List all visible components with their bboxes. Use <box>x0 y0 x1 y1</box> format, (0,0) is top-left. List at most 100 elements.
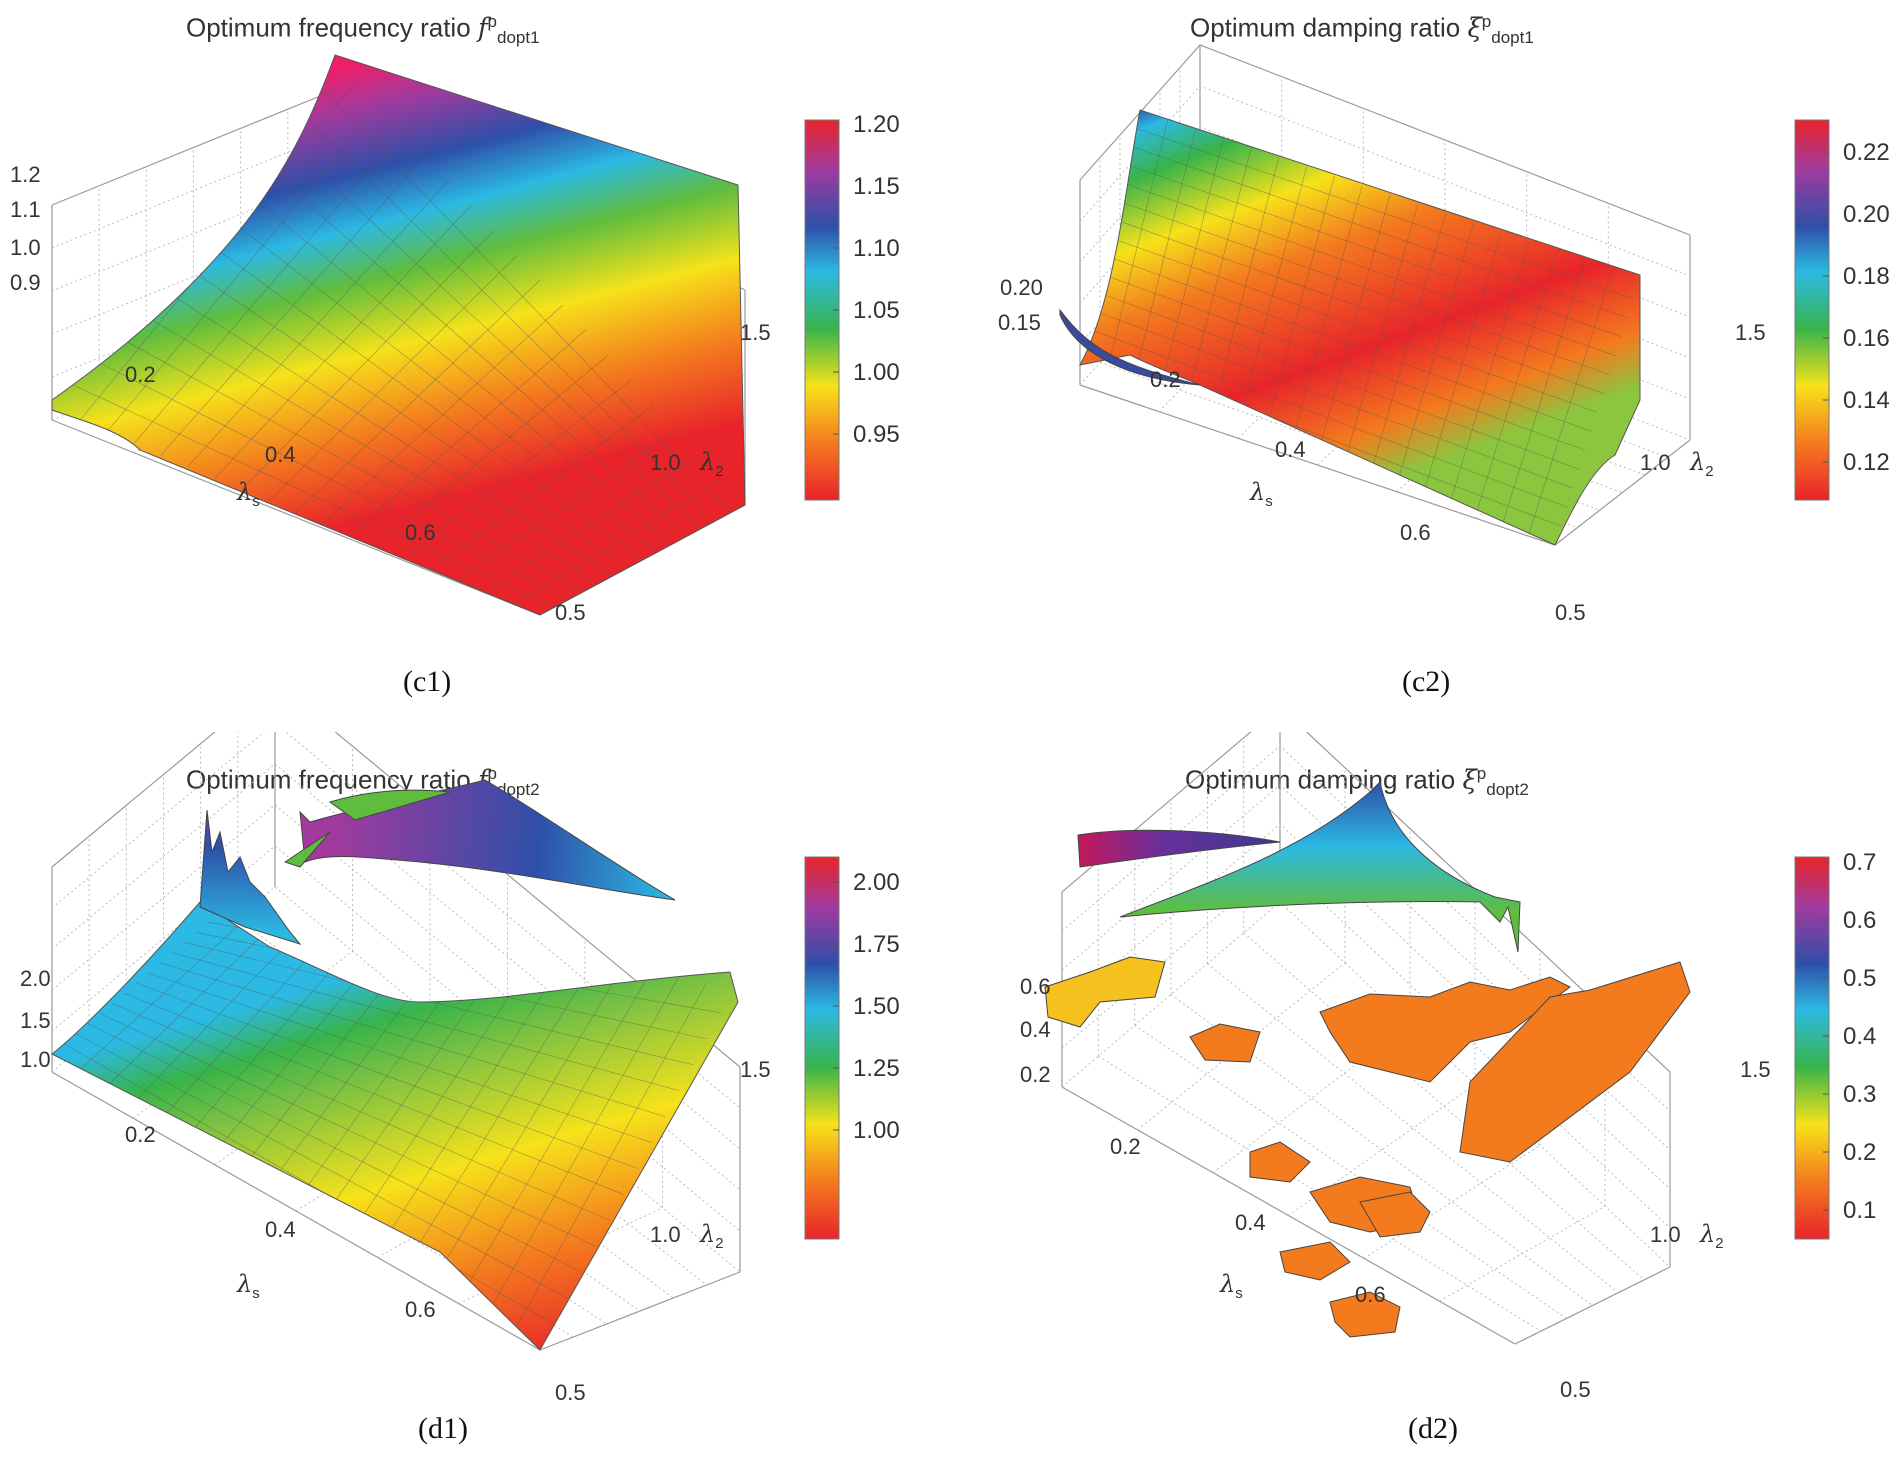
title-sub: dopt2 <box>1486 779 1529 799</box>
mesh-line <box>159 962 666 1117</box>
mesh-line <box>1109 237 1598 413</box>
xs-tick-label: 0.4 <box>265 1217 296 1242</box>
mesh-line <box>152 282 614 576</box>
mesh-line <box>171 952 680 1092</box>
mesh-line <box>1118 200 1610 375</box>
floor-grid-line <box>237 917 707 1286</box>
mesh-line <box>111 1003 610 1221</box>
l2-tick-label: 1.0 <box>1640 450 1671 475</box>
z-tick-label: 0.20 <box>1000 275 1043 300</box>
title-sup: p <box>1476 764 1487 783</box>
l2-tick-label: 0.5 <box>1555 600 1586 625</box>
wall-grid-line <box>51 732 741 1109</box>
l2-tick-label: 1.0 <box>650 450 681 475</box>
xs-axis-label: λs <box>1249 478 1273 510</box>
mesh-line <box>253 156 687 537</box>
mesh-line <box>135 982 638 1169</box>
plot-d2: 0.2 0.4 0.6 0.2 0.4 0.6 0.5 1.0 1.5 λs λ2 <box>1020 732 1771 1402</box>
mesh-line <box>183 942 694 1066</box>
mesh-line <box>314 80 731 514</box>
wall-grid-line <box>51 845 741 1232</box>
mesh-line <box>112 333 585 592</box>
l2-tick-label: 0.5 <box>555 600 586 625</box>
mesh-line <box>147 972 652 1143</box>
title-symbol: f <box>477 13 488 44</box>
surface-spike <box>199 809 302 945</box>
mesh-line <box>1135 127 1635 300</box>
panel-title: Optimum damping ratio ξpdopt1 <box>1190 12 1534 48</box>
z-tick-label: 1.5 <box>20 1008 51 1033</box>
title-symbol: ξ <box>1467 13 1482 44</box>
surface-face <box>51 901 739 1351</box>
mesh-line <box>1114 219 1604 394</box>
xs-tick-label: 0.2 <box>125 362 156 387</box>
mesh-line <box>99 1013 596 1247</box>
l2-axis-label: λ2 <box>699 1220 724 1252</box>
surface-mesh <box>63 915 722 1334</box>
xs-tick-label: 0.4 <box>265 442 296 467</box>
wall-grid-line <box>1061 784 1671 1151</box>
title-sup: p <box>1481 12 1492 31</box>
mesh-line <box>233 181 672 545</box>
wall-grid-line <box>51 763 741 1150</box>
mesh-line <box>1131 146 1628 319</box>
l2-tick-label: 1.5 <box>740 320 771 345</box>
caption: (c2) <box>1402 665 1451 698</box>
panel-title: Optimum damping ratio ξpdopt2 <box>1185 764 1529 800</box>
wall-grid-line <box>1079 85 1691 277</box>
surface-upper-green <box>283 789 451 868</box>
z-tick-label: 1.0 <box>10 235 41 260</box>
mesh-line <box>274 130 702 529</box>
panel-title: Optimum frequency ratio fpdopt1 <box>186 12 540 48</box>
l2-tick-label: 1.0 <box>650 1222 681 1247</box>
title-symbol: ξ <box>1462 765 1477 796</box>
mesh-line <box>132 308 599 584</box>
mesh-line <box>1092 310 1574 489</box>
surface-patches <box>1044 956 1691 1338</box>
panel-d1: Optimum frequency ratio fpdopt2 <box>0 732 950 1464</box>
box-top-edge <box>51 732 741 1068</box>
title-text: Optimum frequency ratio <box>186 12 471 43</box>
xs-tick-label: 0.2 <box>1150 367 1181 392</box>
title-text: Optimum damping ratio <box>1185 764 1456 795</box>
mesh-line <box>213 206 658 553</box>
xs-tick-label: 0.6 <box>1355 1282 1386 1307</box>
z-tick-label: 0.2 <box>1020 1062 1051 1087</box>
wall-grid-line <box>1061 823 1671 1190</box>
z-tick-label: 0.15 <box>998 310 1041 335</box>
title-text: Optimum frequency ratio <box>186 764 471 795</box>
xs-tick-label: 0.4 <box>1275 437 1306 462</box>
l2-axis-label: λ2 <box>1689 448 1714 480</box>
xs-axis-label: λs <box>1219 1270 1243 1302</box>
caption: (d2) <box>1408 1412 1458 1445</box>
xs-tick-label: 0.6 <box>405 520 436 545</box>
wall-grid-line <box>51 804 741 1191</box>
z-tick-label: 1.0 <box>20 1047 51 1072</box>
z-tick-label: 1.2 <box>10 162 41 187</box>
panel-d2: Optimum damping ratio ξpdopt2 <box>950 732 1900 1464</box>
l2-tick-label: 0.5 <box>555 1380 586 1405</box>
title-sup: p <box>487 12 497 31</box>
l2-tick-label: 1.5 <box>1740 1057 1771 1082</box>
z-tick-label: 0.9 <box>10 270 41 295</box>
mesh-line <box>72 384 555 608</box>
z-tick-label: 0.6 <box>1020 974 1051 999</box>
surface-mesh <box>1084 119 1635 536</box>
mesh-line <box>75 1033 568 1299</box>
mesh-line <box>1105 255 1592 432</box>
mesh-line <box>1127 164 1622 338</box>
panel-c1: Optimum frequency ratio fpdopt1 0.9 1.0 1.… <box>0 0 950 732</box>
xs-axis-label: λs <box>236 1270 260 1302</box>
surface-left-lip <box>1059 308 1201 386</box>
l2-tick-label: 1.5 <box>1735 320 1766 345</box>
l2-axis-label: λ2 <box>1699 1220 1724 1252</box>
surface-mesh <box>72 79 731 608</box>
mesh-line <box>173 257 629 569</box>
z-tick-label: 2.0 <box>20 966 51 991</box>
mesh-line <box>193 232 643 561</box>
z-tick-label: 1.1 <box>10 197 41 222</box>
l2-tick-label: 1.0 <box>1650 1222 1681 1247</box>
mesh-line <box>87 1023 582 1273</box>
surface-face <box>51 54 746 616</box>
